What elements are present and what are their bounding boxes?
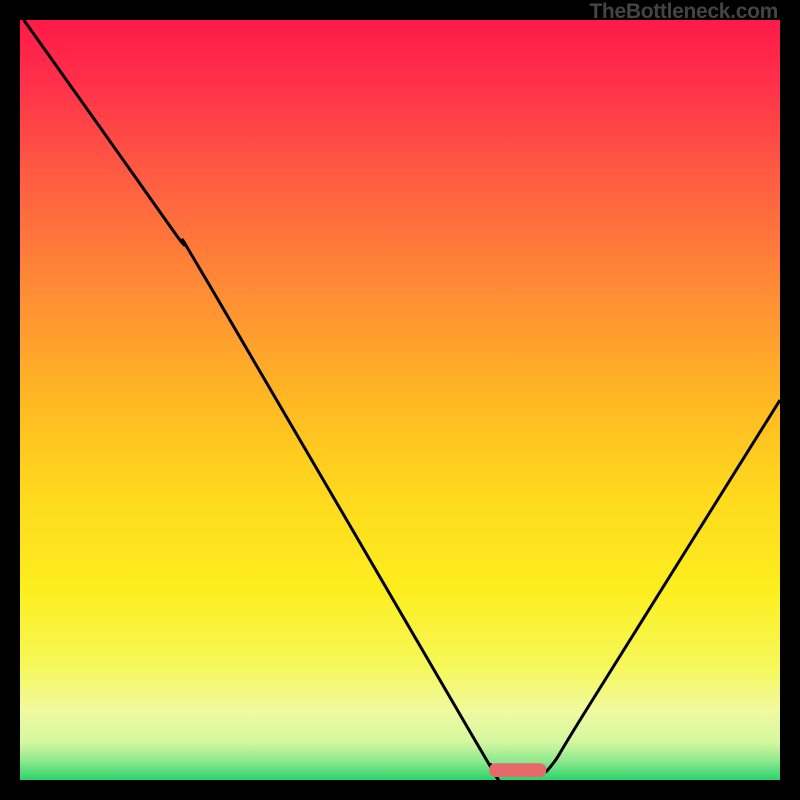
chart-container: TheBottleneck.com [0,0,800,800]
curve-layer [20,20,780,780]
plot-area [20,20,780,780]
optimal-marker [489,763,546,777]
bottleneck-curve [24,20,780,780]
